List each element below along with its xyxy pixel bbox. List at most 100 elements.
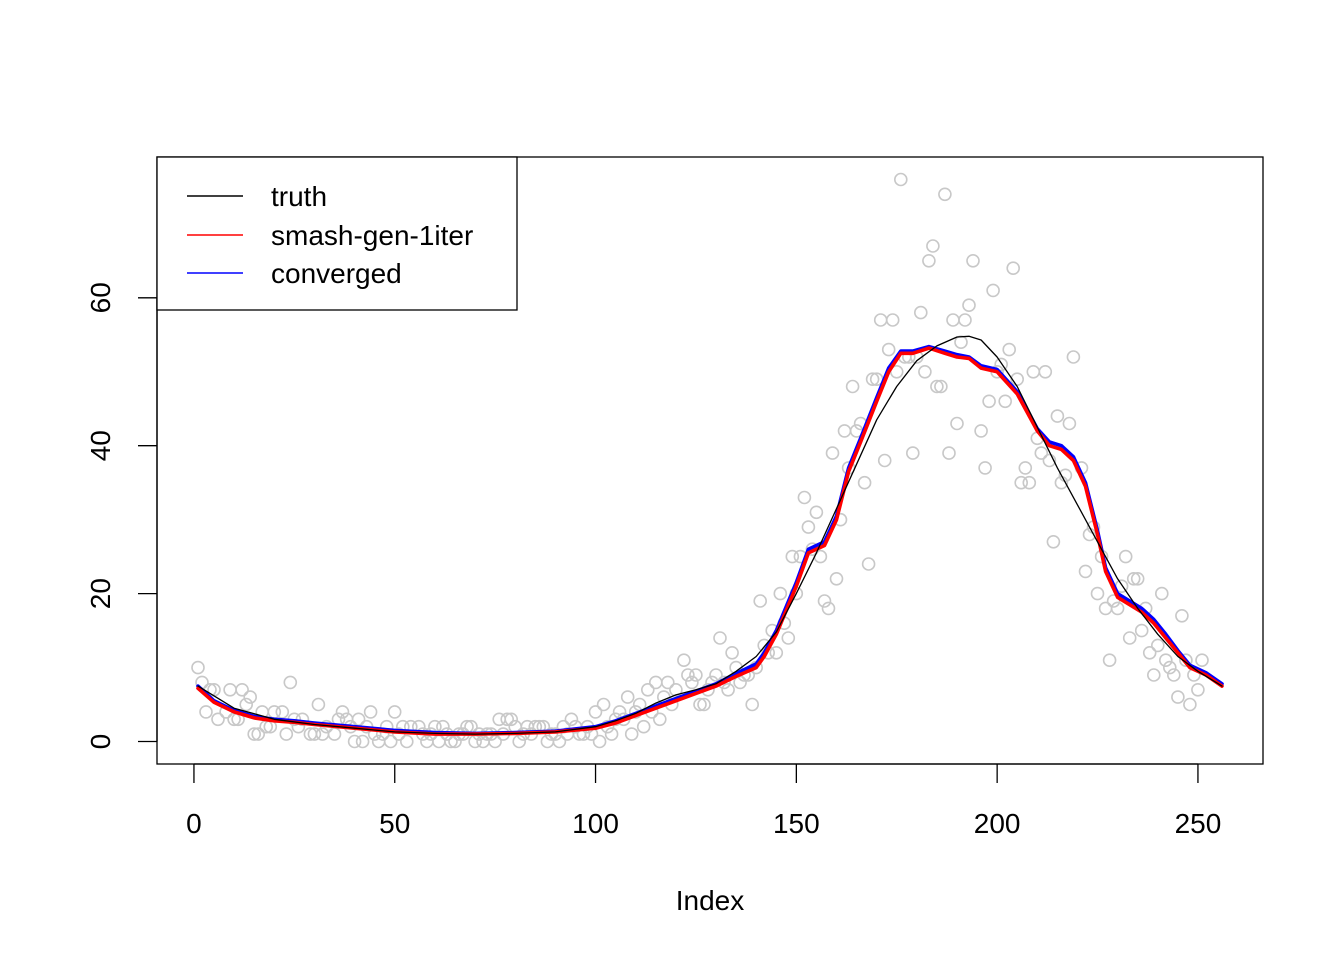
data-point bbox=[877, 453, 892, 468]
series-line-truth bbox=[197, 335, 1223, 735]
y-tick-label: 20 bbox=[85, 578, 116, 609]
x-tick-label: 0 bbox=[186, 808, 202, 839]
data-point bbox=[1102, 653, 1117, 668]
data-point bbox=[913, 305, 928, 320]
data-point bbox=[709, 668, 723, 682]
data-point bbox=[721, 682, 735, 697]
data-point bbox=[283, 675, 298, 690]
data-point bbox=[930, 379, 944, 394]
series-lines bbox=[196, 335, 1224, 736]
legend-box bbox=[156, 156, 518, 311]
data-point bbox=[592, 734, 607, 749]
data-point bbox=[845, 379, 860, 394]
data-point bbox=[1038, 364, 1053, 379]
data-point bbox=[821, 601, 836, 616]
data-point bbox=[363, 705, 378, 719]
y-tick-label: 40 bbox=[85, 430, 116, 461]
x-tick-label: 100 bbox=[572, 808, 619, 839]
data-point bbox=[725, 645, 739, 660]
data-point bbox=[681, 668, 695, 682]
data-point bbox=[624, 727, 639, 741]
data-point bbox=[773, 586, 788, 601]
data-point bbox=[191, 660, 205, 675]
data-point bbox=[1147, 668, 1161, 682]
data-point bbox=[235, 682, 249, 697]
data-point bbox=[797, 490, 812, 505]
data-point bbox=[1118, 549, 1133, 564]
data-point bbox=[825, 446, 840, 460]
axes: 0 50 100 150 200 250 0 20 40 60 bbox=[85, 282, 1221, 839]
data-point bbox=[978, 461, 992, 475]
data-point bbox=[1014, 475, 1029, 490]
data-point bbox=[922, 253, 936, 268]
data-point bbox=[1163, 660, 1177, 675]
data-point bbox=[669, 682, 683, 697]
data-point bbox=[962, 298, 976, 313]
data-point bbox=[1106, 594, 1121, 608]
data-point bbox=[335, 705, 350, 719]
data-point bbox=[697, 697, 711, 712]
data-point bbox=[247, 727, 261, 741]
data-point bbox=[512, 734, 527, 749]
data-point bbox=[1142, 645, 1157, 660]
data-point bbox=[239, 697, 253, 712]
data-point bbox=[946, 313, 960, 327]
data-point bbox=[974, 424, 988, 438]
data-point bbox=[552, 734, 567, 749]
data-point bbox=[199, 705, 213, 719]
data-point bbox=[432, 734, 446, 749]
data-point bbox=[998, 394, 1013, 409]
data-point bbox=[685, 675, 699, 690]
data-point bbox=[942, 446, 956, 460]
data-point bbox=[351, 712, 366, 727]
data-point bbox=[279, 727, 294, 741]
data-point bbox=[753, 594, 768, 608]
data-point bbox=[223, 682, 237, 697]
data-point bbox=[873, 313, 888, 327]
data-point bbox=[1155, 586, 1169, 601]
data-point bbox=[677, 653, 691, 668]
data-point bbox=[1018, 461, 1033, 475]
data-point bbox=[1090, 586, 1105, 601]
data-point bbox=[387, 705, 402, 719]
x-tick-label: 200 bbox=[974, 808, 1021, 839]
data-point bbox=[1134, 623, 1149, 638]
data-point bbox=[636, 719, 651, 734]
data-point bbox=[1002, 342, 1017, 357]
data-point bbox=[660, 675, 675, 690]
data-point bbox=[1126, 571, 1141, 586]
data-point bbox=[652, 712, 667, 727]
data-point bbox=[926, 239, 940, 253]
y-tick-label: 60 bbox=[85, 282, 116, 313]
data-point bbox=[986, 283, 1000, 298]
data-point bbox=[500, 712, 515, 727]
data-point bbox=[311, 697, 326, 712]
data-point bbox=[1122, 631, 1137, 645]
data-point bbox=[1191, 682, 1205, 697]
data-point bbox=[251, 727, 266, 741]
data-point bbox=[1006, 261, 1021, 276]
data-point bbox=[1130, 571, 1145, 586]
data-point bbox=[1050, 409, 1065, 423]
data-point bbox=[934, 379, 948, 394]
data-point bbox=[689, 668, 703, 682]
data-point bbox=[596, 697, 611, 712]
data-point bbox=[1151, 638, 1165, 653]
data-point bbox=[1195, 653, 1209, 668]
data-point bbox=[504, 712, 519, 727]
data-point bbox=[785, 549, 800, 564]
data-point bbox=[371, 734, 386, 749]
data-point bbox=[954, 335, 968, 350]
data-point bbox=[865, 372, 880, 387]
legend-label-truth: truth bbox=[271, 181, 327, 212]
data-point bbox=[544, 727, 559, 741]
data-point bbox=[745, 697, 760, 712]
data-point bbox=[713, 631, 727, 645]
data-point bbox=[905, 446, 920, 460]
data-point bbox=[829, 571, 844, 586]
data-point bbox=[1066, 350, 1081, 364]
data-point bbox=[564, 712, 579, 727]
x-axis-label: Index bbox=[676, 885, 745, 916]
data-point bbox=[399, 734, 414, 749]
